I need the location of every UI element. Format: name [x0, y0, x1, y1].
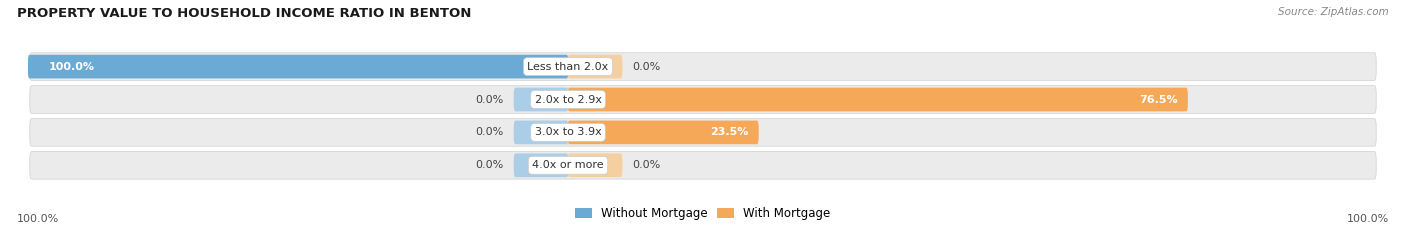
Text: 100.0%: 100.0% — [1347, 214, 1389, 224]
FancyBboxPatch shape — [568, 55, 623, 79]
Text: 4.0x or more: 4.0x or more — [533, 160, 603, 170]
FancyBboxPatch shape — [28, 55, 568, 79]
FancyBboxPatch shape — [30, 119, 1376, 146]
Text: 2.0x to 2.9x: 2.0x to 2.9x — [534, 95, 602, 105]
Text: 0.0%: 0.0% — [475, 127, 503, 137]
FancyBboxPatch shape — [513, 120, 568, 144]
Text: Less than 2.0x: Less than 2.0x — [527, 62, 609, 72]
Text: PROPERTY VALUE TO HOUSEHOLD INCOME RATIO IN BENTON: PROPERTY VALUE TO HOUSEHOLD INCOME RATIO… — [17, 7, 471, 20]
Text: Source: ZipAtlas.com: Source: ZipAtlas.com — [1278, 7, 1389, 17]
FancyBboxPatch shape — [30, 151, 1376, 179]
FancyBboxPatch shape — [513, 154, 568, 177]
Text: 0.0%: 0.0% — [633, 160, 661, 170]
Text: 0.0%: 0.0% — [475, 95, 503, 105]
FancyBboxPatch shape — [568, 154, 623, 177]
Text: 76.5%: 76.5% — [1139, 95, 1177, 105]
Text: 0.0%: 0.0% — [475, 160, 503, 170]
FancyBboxPatch shape — [30, 86, 1376, 113]
Text: 3.0x to 3.9x: 3.0x to 3.9x — [534, 127, 602, 137]
FancyBboxPatch shape — [568, 88, 1188, 111]
FancyBboxPatch shape — [30, 53, 1376, 80]
Text: 100.0%: 100.0% — [48, 62, 94, 72]
FancyBboxPatch shape — [568, 120, 759, 144]
Legend: Without Mortgage, With Mortgage: Without Mortgage, With Mortgage — [571, 202, 835, 225]
FancyBboxPatch shape — [513, 88, 568, 111]
Text: 0.0%: 0.0% — [633, 62, 661, 72]
Text: 100.0%: 100.0% — [17, 214, 59, 224]
Text: 23.5%: 23.5% — [710, 127, 748, 137]
